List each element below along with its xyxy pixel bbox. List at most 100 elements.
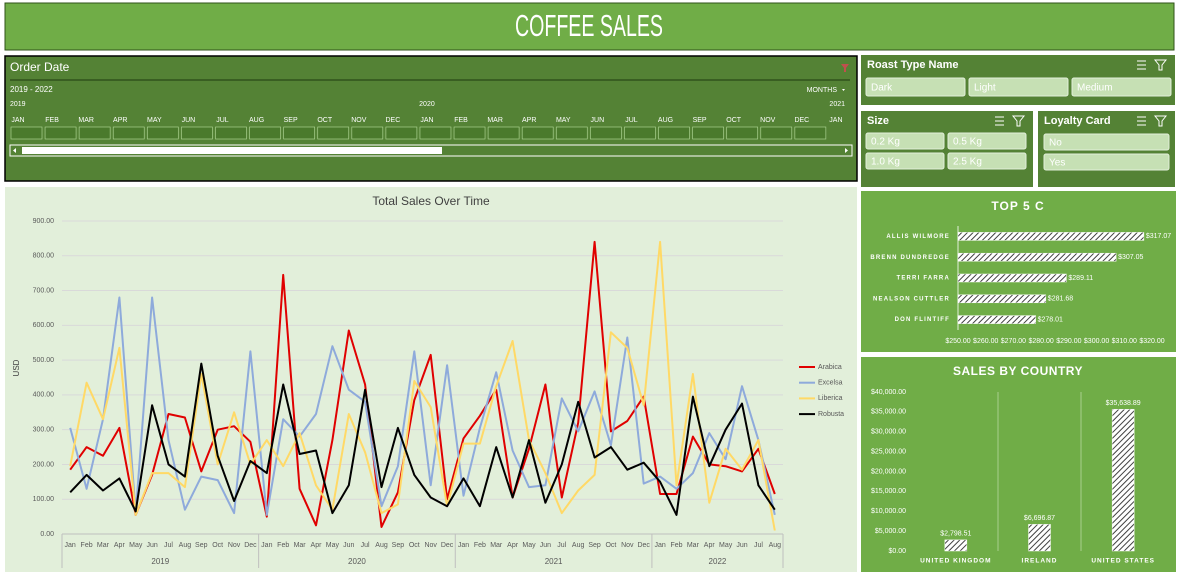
slicer-item-label[interactable]: Dark (871, 83, 893, 94)
x-tick-label: Mar (294, 542, 307, 549)
slicer-item[interactable] (865, 152, 945, 170)
timeline-cell[interactable] (590, 126, 622, 140)
y-tick-label: $35,000.00 (871, 409, 906, 416)
bar (957, 315, 1036, 324)
timeline-clear-filter[interactable] (841, 64, 849, 72)
scrollbar-thumb[interactable] (22, 147, 442, 154)
timeline-cell[interactable] (624, 126, 656, 140)
x-tick-label: $310.00 (1112, 338, 1137, 345)
timeline-cell[interactable] (385, 126, 418, 140)
x-tick-label: May (326, 542, 340, 549)
x-tick-label: Jan (65, 542, 76, 549)
timeline-cell[interactable] (351, 126, 384, 140)
slicer-item-label[interactable]: 0.5 Kg (953, 137, 982, 148)
category-label: TERRI FARRA (896, 276, 950, 282)
timeline-range: 2019 - 2022 (10, 85, 53, 94)
value-label: $2,798.51 (940, 531, 971, 538)
x-tick-label: Dec (637, 542, 650, 549)
value-label: $278.01 (1038, 316, 1063, 323)
timeline-year: 2020 (419, 101, 435, 108)
timeline-cell[interactable] (453, 126, 486, 140)
x-tick-label: May (522, 542, 536, 549)
timeline-month: APR (522, 117, 536, 124)
timeline-cell[interactable] (283, 126, 315, 140)
level-dropdown[interactable] (842, 89, 845, 91)
timeline-month: JUN (182, 117, 196, 124)
category-label: BRENN DUNDREDGE (870, 255, 950, 261)
slicer-item[interactable] (968, 77, 1069, 97)
slicer-item[interactable] (865, 77, 966, 97)
slicer-item[interactable] (1071, 77, 1172, 97)
clear-filter-icon[interactable] (1011, 115, 1026, 127)
scroll-right[interactable] (845, 148, 848, 153)
y-tick-label: $20,000.00 (871, 468, 906, 475)
timeline-cell[interactable] (10, 126, 43, 140)
x-tick-label: Aug (572, 542, 585, 549)
timeline-cell[interactable] (112, 126, 145, 140)
slicer-item-label[interactable]: 2.5 Kg (953, 157, 982, 168)
timeline-month: AUG (249, 117, 264, 124)
timeline-month: AUG (658, 117, 673, 124)
timeline-cell[interactable] (692, 126, 724, 140)
timeline-cell[interactable] (760, 126, 793, 140)
x-tick-label: Apr (114, 542, 126, 549)
timeline-cell[interactable] (726, 126, 759, 140)
timeline-cell[interactable] (419, 126, 452, 140)
y-tick-label: 700.00 (33, 287, 55, 294)
slicer-item[interactable] (1043, 153, 1170, 171)
slicer-item-label[interactable]: Yes (1049, 158, 1065, 169)
timeline-cell[interactable] (181, 126, 213, 140)
slicer-item[interactable] (947, 132, 1027, 150)
timeline-cell[interactable] (521, 126, 554, 140)
timeline-month: JAN (420, 117, 433, 124)
scroll-left[interactable] (13, 148, 16, 153)
x-tick-label: Apr (311, 542, 323, 549)
legend-label: Robusta (818, 411, 844, 418)
slicer-item-label[interactable]: No (1049, 138, 1062, 149)
timeline-cell[interactable] (146, 126, 179, 140)
x-tick-label: Sep (392, 542, 405, 549)
timeline-level[interactable]: MONTHS (807, 87, 838, 94)
x-group-label: 2022 (709, 557, 727, 566)
x-group-label: 2019 (151, 557, 169, 566)
clear-filter-icon[interactable] (1153, 59, 1168, 71)
multi-select-icon[interactable] (1137, 60, 1146, 70)
slicer-item-label[interactable]: Light (974, 83, 996, 94)
slicer-item[interactable] (865, 132, 945, 150)
timeline-cell[interactable] (487, 126, 520, 140)
slicer-item[interactable] (947, 152, 1027, 170)
slicer-item-label[interactable]: 0.2 Kg (871, 137, 900, 148)
timeline-cell[interactable] (317, 126, 350, 140)
multi-select-icon[interactable] (1137, 116, 1146, 126)
clear-filter-icon[interactable] (1153, 115, 1168, 127)
timeline-cell[interactable] (555, 126, 588, 140)
slicer-item-label[interactable]: Medium (1077, 83, 1113, 94)
timeline-cell[interactable] (794, 126, 827, 140)
x-tick-label: May (129, 542, 143, 549)
timeline-month: JAN (829, 117, 842, 124)
header-bar (4, 2, 1175, 51)
timeline-cell[interactable] (249, 126, 281, 140)
slicer-item[interactable] (1043, 133, 1170, 151)
x-tick-label: Jan (261, 542, 272, 549)
timeline-month: JUN (591, 117, 605, 124)
timeline-cell[interactable] (215, 126, 247, 140)
timeline-cell[interactable] (78, 126, 111, 140)
timeline-cell[interactable] (44, 126, 77, 140)
x-tick-label: Mar (687, 542, 700, 549)
multi-select-icon[interactable] (995, 116, 1004, 126)
x-tick-label: Feb (277, 542, 289, 549)
y-tick-label: $5,000.00 (875, 528, 906, 535)
slicer-item-label[interactable]: 1.0 Kg (871, 157, 900, 168)
timeline-month: JUL (625, 117, 638, 124)
timeline-cell[interactable] (658, 126, 690, 140)
y-tick-label: $25,000.00 (871, 448, 906, 455)
bar (944, 539, 968, 552)
y-tick-label: 200.00 (33, 461, 55, 468)
line-series (69, 240, 776, 531)
timeline-month: MAY (556, 117, 571, 124)
legend-label: Liberica (818, 395, 843, 402)
timeline-month: FEB (45, 117, 59, 124)
x-tick-label: Jun (146, 542, 157, 549)
